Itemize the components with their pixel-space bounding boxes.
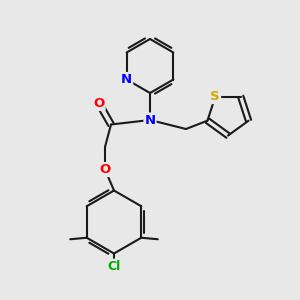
Text: N: N [144,113,156,127]
Text: O: O [99,163,111,176]
Text: N: N [121,73,132,86]
Text: O: O [93,97,105,110]
Text: Cl: Cl [107,260,121,273]
Text: S: S [211,90,220,103]
